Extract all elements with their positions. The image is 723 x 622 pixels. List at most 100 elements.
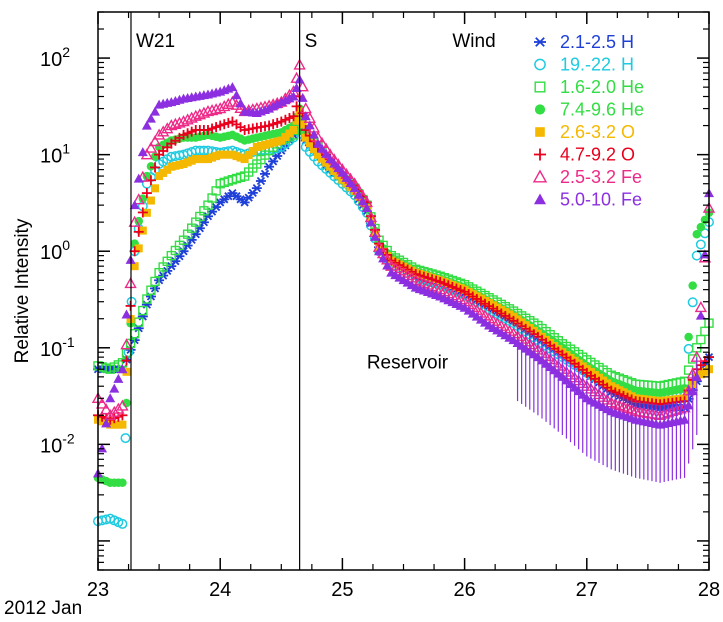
data-point xyxy=(695,239,706,250)
data-point xyxy=(248,147,257,156)
annotation-wind: Wind xyxy=(452,31,495,52)
data-point xyxy=(321,148,332,158)
data-point xyxy=(687,386,698,396)
data-point xyxy=(120,338,133,350)
data-point xyxy=(141,120,152,130)
data-point xyxy=(141,188,152,199)
data-point xyxy=(142,171,152,181)
data-point xyxy=(288,111,299,122)
data-point xyxy=(357,196,368,206)
data-point xyxy=(118,420,127,429)
data-point xyxy=(118,478,127,488)
data-point xyxy=(281,133,290,142)
data-point xyxy=(152,128,166,140)
data-point xyxy=(234,101,247,114)
data-point xyxy=(688,281,697,290)
data-point xyxy=(333,163,344,173)
data-point xyxy=(691,250,702,261)
legend-marker xyxy=(534,193,546,205)
data-point xyxy=(199,155,208,164)
data-point xyxy=(203,155,212,164)
data-point xyxy=(151,184,160,193)
data-point xyxy=(300,124,311,135)
y-axis: 10-2 10-1 100 101 102 xyxy=(40,11,709,571)
data-point xyxy=(236,153,245,162)
data-point xyxy=(179,160,188,169)
data-point xyxy=(301,133,310,142)
data-point xyxy=(150,106,161,116)
legend-marker xyxy=(535,127,545,137)
data-point xyxy=(138,194,148,203)
data-point xyxy=(700,215,710,225)
data-point xyxy=(692,229,702,239)
data-point xyxy=(304,120,315,130)
data-point xyxy=(110,420,119,429)
data-point xyxy=(289,125,298,134)
data-point xyxy=(349,183,360,193)
x-tick-label: 27 xyxy=(576,579,598,601)
data-point xyxy=(183,158,192,167)
data-point xyxy=(353,189,364,199)
data-point xyxy=(120,433,131,444)
data-point xyxy=(150,152,160,161)
data-point xyxy=(197,106,211,118)
data-point xyxy=(285,129,294,138)
data-point xyxy=(313,150,322,159)
data-point xyxy=(181,113,194,125)
data-point xyxy=(382,260,393,270)
data-point xyxy=(235,98,246,108)
data-point xyxy=(700,367,709,376)
data-point xyxy=(265,139,274,148)
data-point xyxy=(220,150,229,159)
legend-label: 7.4-9.6 He xyxy=(560,100,644,120)
x-tick-label: 28 xyxy=(698,579,720,601)
data-point xyxy=(243,193,254,202)
legend-marker xyxy=(532,169,548,183)
data-point xyxy=(288,91,299,101)
data-point xyxy=(137,207,148,218)
data-point xyxy=(260,169,271,178)
data-point xyxy=(195,155,204,164)
annotation-w21: W21 xyxy=(136,31,175,52)
data-point xyxy=(148,135,162,147)
data-point xyxy=(171,161,180,170)
data-point xyxy=(117,364,128,374)
data-point xyxy=(133,226,144,237)
data-point xyxy=(226,95,239,107)
data-point xyxy=(273,137,282,146)
y-tick-label: 101 xyxy=(40,141,70,168)
y-tick-label: 102 xyxy=(40,44,70,71)
data-point xyxy=(121,355,132,366)
data-point xyxy=(134,216,143,226)
data-point xyxy=(144,141,158,153)
data-point xyxy=(695,310,706,320)
data-point xyxy=(145,113,156,123)
data-point xyxy=(317,143,328,153)
legend-label: 5.0-10. Fe xyxy=(560,190,642,210)
x-tick-label: 26 xyxy=(453,579,475,601)
data-point xyxy=(691,371,702,381)
data-point xyxy=(101,418,112,428)
data-point xyxy=(231,90,242,100)
annotation-s: S xyxy=(305,31,318,52)
data-point xyxy=(105,393,116,403)
data-point xyxy=(209,103,223,115)
data-point xyxy=(264,162,275,171)
data-point xyxy=(212,152,221,161)
data-point xyxy=(222,97,235,109)
data-point xyxy=(227,82,238,92)
data-point xyxy=(298,120,307,129)
data-point xyxy=(256,141,265,150)
data-point xyxy=(269,138,278,147)
data-point xyxy=(312,138,323,148)
data-point xyxy=(108,405,121,417)
data-point xyxy=(95,397,109,409)
y-tick-label: 100 xyxy=(40,237,70,264)
legend-marker xyxy=(534,104,546,115)
y-tick-label: 10-1 xyxy=(40,334,75,361)
data-point xyxy=(133,173,144,183)
legend-marker xyxy=(534,81,546,93)
data-point xyxy=(138,305,148,316)
legend-label: 2.1-2.5 H xyxy=(560,32,634,52)
legend-marker xyxy=(534,37,546,47)
